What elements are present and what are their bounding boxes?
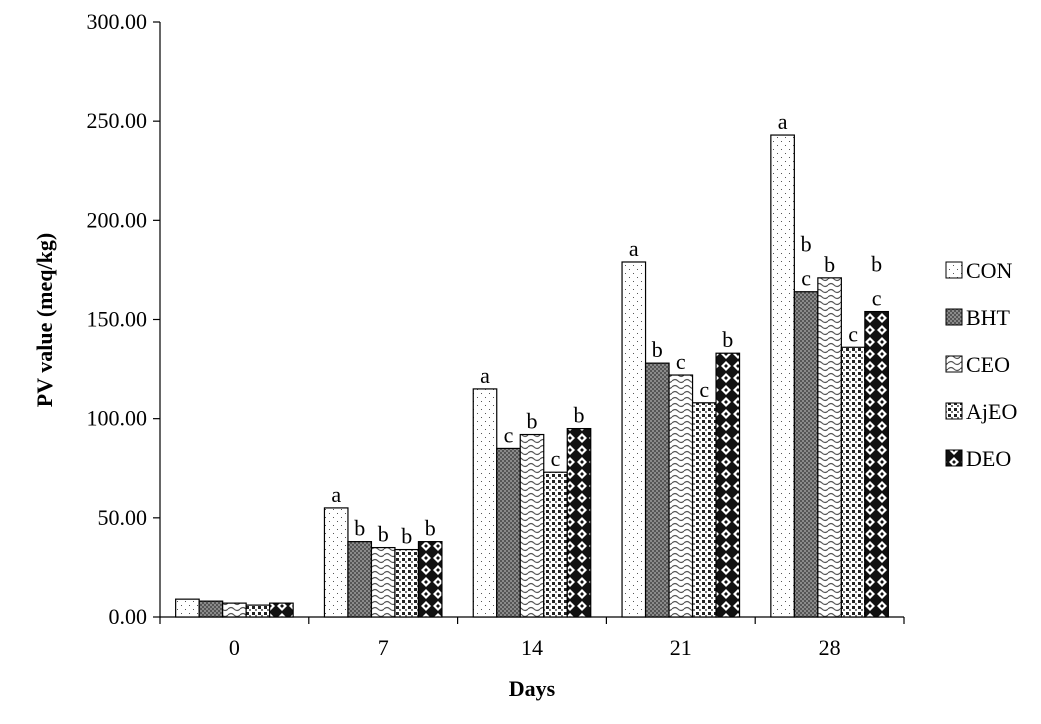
legend-label-ajeo: AjEO xyxy=(966,399,1017,424)
bar-ceo-day-14 xyxy=(519,433,545,618)
significance-letter: b xyxy=(354,516,365,541)
bar-con-day-0 xyxy=(175,598,200,618)
y-tick-label: 300.00 xyxy=(87,9,148,34)
bar-ajeo-day-7 xyxy=(394,548,420,618)
x-tick-label: 28 xyxy=(819,635,841,660)
significance-letter: c xyxy=(848,321,858,346)
legend-label-con: CON xyxy=(966,258,1013,283)
bar-deo-day-14 xyxy=(566,427,592,618)
x-axis-title: Days xyxy=(509,676,556,701)
significance-letter: b xyxy=(378,522,389,547)
legend-label-ceo: CEO xyxy=(966,352,1010,377)
significance-letter: a xyxy=(778,109,788,134)
bar-con-day-28 xyxy=(770,134,795,618)
bars-group xyxy=(175,134,889,618)
significance-letter: a xyxy=(331,482,341,507)
bar-deo-day-7 xyxy=(417,541,443,618)
y-tick-label: 250.00 xyxy=(87,108,148,133)
significance-letter-extra: b xyxy=(871,252,882,277)
y-tick-label: 100.00 xyxy=(87,406,148,431)
legend-label-bht: BHT xyxy=(966,305,1011,330)
significance-letter: b xyxy=(722,327,733,352)
y-axis: 0.00 50.00 100.00 150.00 200.00 250.00 300.00 xyxy=(87,9,161,629)
bar-ceo-day-21 xyxy=(668,374,694,618)
bar-bht-day-14 xyxy=(496,447,521,618)
significance-letter: a xyxy=(480,363,490,388)
significance-letter: c xyxy=(504,422,514,447)
x-axis: 0 7 14 21 28 xyxy=(159,616,905,660)
y-tick-label: 150.00 xyxy=(87,307,148,332)
bar-ajeo-day-28 xyxy=(840,346,866,618)
bar-ajeo-day-21 xyxy=(691,402,717,618)
legend-swatch-con xyxy=(945,261,963,279)
bar-bht-day-21 xyxy=(644,362,670,618)
x-tick-label: 21 xyxy=(670,635,692,660)
x-tick-label: 0 xyxy=(229,635,240,660)
legend-swatch-ceo xyxy=(945,355,963,373)
legend-label-deo: DEO xyxy=(966,446,1011,471)
significance-letter: b xyxy=(401,524,412,549)
bar-deo-day-0 xyxy=(269,602,294,618)
bar-deo-day-28 xyxy=(864,310,889,618)
legend-swatch-bht xyxy=(945,308,963,326)
bar-ceo-day-0 xyxy=(222,602,247,618)
bar-con-day-14 xyxy=(472,388,498,618)
x-tick-label: 7 xyxy=(378,635,389,660)
significance-letter: c xyxy=(676,349,686,374)
bar-ajeo-day-14 xyxy=(543,471,568,618)
bar-deo-day-21 xyxy=(715,352,741,618)
legend-swatch-deo xyxy=(945,449,963,467)
significance-letter: b xyxy=(527,409,538,434)
significance-letter: b xyxy=(574,403,585,428)
bar-ajeo-day-0 xyxy=(245,604,271,618)
y-tick-label: 50.00 xyxy=(98,505,148,530)
significance-letter: a xyxy=(629,236,639,261)
y-tick-label: 0.00 xyxy=(109,604,148,629)
bar-bht-day-7 xyxy=(347,541,373,618)
significance-letter: b xyxy=(425,516,436,541)
significance-letter: c xyxy=(872,286,882,311)
y-tick-label: 200.00 xyxy=(87,207,148,232)
significance-letter-extra: b xyxy=(801,232,812,257)
significance-letter: c xyxy=(551,446,561,471)
significance-letter: b xyxy=(824,252,835,277)
bar-bht-day-28 xyxy=(793,291,819,618)
significance-letter: c xyxy=(699,377,709,402)
significance-letter: b xyxy=(652,337,663,362)
bar-ceo-day-7 xyxy=(370,546,396,618)
bar-con-day-21 xyxy=(621,261,647,618)
bar-bht-day-0 xyxy=(198,600,224,618)
y-axis-title: PV value (meq/kg) xyxy=(32,233,57,407)
legend: CON BHT CEO AjEO DEO xyxy=(945,258,1017,471)
x-tick-label: 14 xyxy=(521,635,543,660)
bar-con-day-7 xyxy=(323,507,349,618)
bar-ceo-day-28 xyxy=(817,277,842,618)
significance-letter: c xyxy=(801,266,811,291)
legend-swatch-ajeo xyxy=(945,402,963,420)
